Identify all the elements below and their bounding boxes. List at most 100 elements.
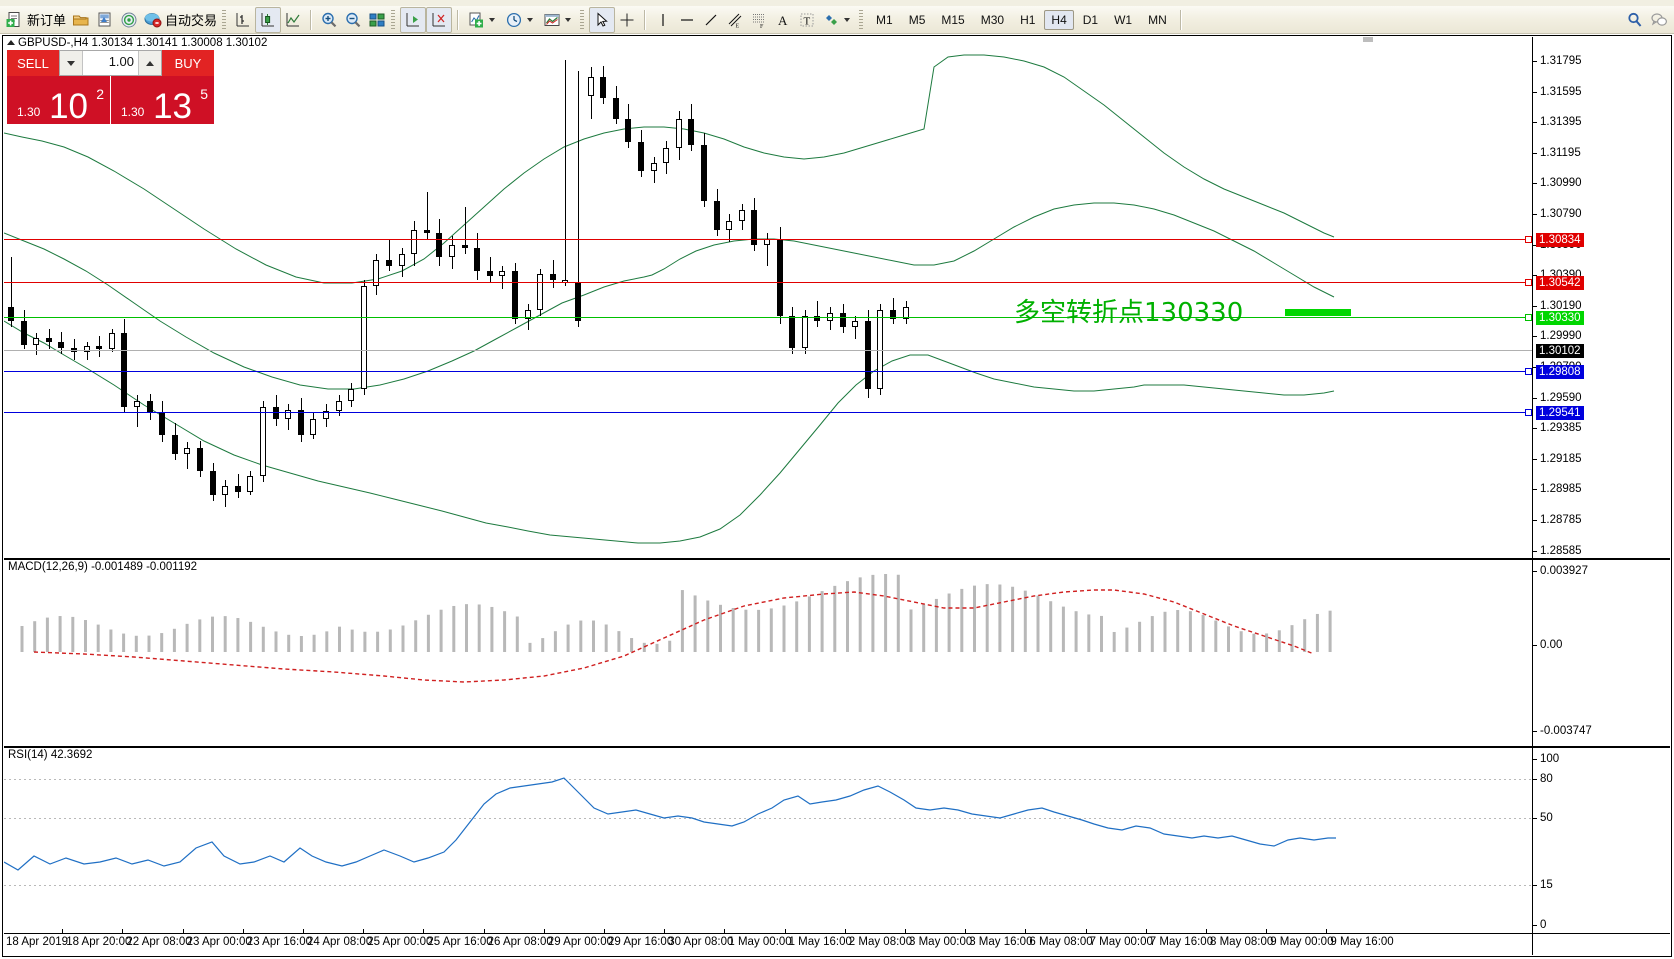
period-dropdown-arrow[interactable]: [527, 17, 534, 22]
zoom-out-button[interactable]: [341, 8, 365, 32]
level-line-support-2[interactable]: [4, 412, 1532, 413]
candlestick-chart-button[interactable]: [255, 6, 282, 33]
candle-body: [222, 486, 229, 495]
time-tick-mark: [844, 929, 846, 933]
fibonacci-icon: F: [750, 11, 768, 30]
level-line-resistance-2[interactable]: [4, 282, 1532, 283]
chart-shift-button[interactable]: [400, 6, 427, 33]
timeframe-m5[interactable]: M5: [908, 12, 926, 27]
timeframe-mn[interactable]: MN: [1148, 12, 1167, 27]
time-tick-mark: [182, 929, 184, 933]
price-tick-mark: [1533, 152, 1537, 154]
profiles-button[interactable]: [69, 8, 93, 32]
volume-dropdown-icon[interactable]: [60, 51, 83, 75]
candle-body: [776, 239, 783, 316]
timeframe-w1[interactable]: W1: [1114, 12, 1133, 27]
autotrade-button[interactable]: 自动交易: [141, 8, 220, 32]
level-line-support-1[interactable]: [4, 371, 1532, 372]
price-tag-resistance-1: 1.30834: [1536, 233, 1584, 247]
volume-increment-icon[interactable]: [138, 51, 161, 75]
auto-scroll-button[interactable]: [426, 6, 453, 33]
candle-body: [373, 259, 380, 287]
candle-body: [675, 118, 682, 148]
collapse-icon[interactable]: [7, 40, 15, 45]
zoom-in-icon: [320, 11, 338, 29]
one-click-trading-panel[interactable]: SELL 1.00 BUY 1.30 10 2: [7, 50, 214, 124]
macd-tick-mark: [1533, 645, 1537, 646]
candle-body: [864, 321, 871, 390]
indicators-button[interactable]: [464, 8, 502, 32]
sell-button[interactable]: SELL: [7, 50, 59, 76]
chat-icon: [1650, 11, 1668, 29]
tile-windows-button[interactable]: [365, 8, 389, 32]
search-button[interactable]: [1623, 8, 1647, 32]
fibonacci-button[interactable]: F: [747, 8, 771, 32]
equidistant-channel-button[interactable]: E: [723, 8, 747, 32]
level-anchor-resistance-1[interactable]: [1525, 236, 1532, 243]
chart-annotation[interactable]: 多空转折点130330: [1014, 298, 1244, 328]
chart-plot-area[interactable]: 多空转折点130330 1.31795 1.31595 1.31395 1.31195…: [4, 37, 1670, 955]
cursor-button[interactable]: [589, 6, 616, 33]
volume-stepper[interactable]: 1.00: [59, 50, 162, 76]
toolbar-grip-3[interactable]: [580, 9, 585, 30]
autotrade-label: 自动交易: [165, 13, 218, 28]
volume-input[interactable]: 1.00: [108, 54, 134, 69]
toolbar-grip-4[interactable]: [859, 9, 864, 30]
price-tick-mark: [1533, 367, 1537, 368]
period-button[interactable]: [502, 8, 540, 32]
price-tick-label: 1.31595: [1540, 85, 1582, 98]
shapes-dropdown-arrow[interactable]: [844, 17, 851, 22]
signals-button[interactable]: [117, 8, 141, 32]
buy-price-display[interactable]: 1.30 13 5: [111, 76, 214, 124]
main-toolbar: 新订单: [0, 6, 1674, 34]
templates-dropdown-arrow[interactable]: [565, 17, 572, 22]
timeframe-h1[interactable]: H1: [1020, 12, 1036, 27]
timeframe-h4[interactable]: H4: [1044, 9, 1074, 30]
candle-body: [108, 333, 115, 350]
chat-button[interactable]: [1647, 8, 1671, 32]
crosshair-button[interactable]: [615, 8, 639, 32]
candle-body: [524, 309, 531, 319]
vertical-line-button[interactable]: [651, 8, 675, 32]
price-axis-divider: [1532, 37, 1533, 955]
candle-body: [789, 315, 796, 348]
level-anchor-pivot[interactable]: [1525, 314, 1532, 321]
level-line-resistance-1[interactable]: [4, 239, 1532, 240]
level-anchor-resistance-2[interactable]: [1525, 279, 1532, 286]
time-tick-label: 23 Apr 00:00: [186, 936, 252, 948]
chart-window[interactable]: GBPUSD-,H4 1.30134 1.30141 1.30008 1.301…: [2, 35, 1672, 957]
timeframe-m15[interactable]: M15: [941, 12, 965, 27]
macd-tick-mark: [1533, 731, 1537, 732]
shapes-button[interactable]: [819, 8, 857, 32]
text-label-button[interactable]: T: [795, 8, 819, 32]
market-watch-button[interactable]: [93, 8, 117, 32]
text-button[interactable]: A: [771, 8, 795, 32]
bar-chart-button[interactable]: [231, 8, 255, 32]
level-anchor-support-2[interactable]: [1525, 409, 1532, 416]
candle-body: [146, 400, 153, 413]
timeframe-d1[interactable]: D1: [1082, 12, 1099, 27]
candle-body: [638, 142, 644, 172]
timeframe-m1[interactable]: M1: [876, 12, 893, 27]
toolbar-separator-1: [310, 9, 313, 30]
line-chart-button[interactable]: [281, 8, 305, 32]
toolbar-grip-2[interactable]: [391, 9, 396, 30]
candle-body: [45, 337, 52, 343]
zoom-in-button[interactable]: [317, 8, 341, 32]
level-line-pivot[interactable]: [4, 317, 1532, 318]
candle-body: [83, 346, 90, 353]
trendline-button[interactable]: [699, 8, 723, 32]
templates-button[interactable]: [540, 8, 578, 32]
sell-price-display[interactable]: 1.30 10 2: [7, 76, 110, 124]
toolbar-grip-1[interactable]: [222, 9, 227, 30]
horizontal-line-button[interactable]: [675, 8, 699, 32]
buy-button[interactable]: BUY: [162, 50, 214, 76]
rsi-tick-mark: [1533, 779, 1537, 780]
auto-scroll-icon: [430, 11, 448, 29]
indicators-dropdown-arrow[interactable]: [489, 17, 496, 22]
timeframe-m30[interactable]: M30: [980, 12, 1005, 27]
new-order-button[interactable]: 新订单: [3, 8, 69, 32]
level-anchor-support-1[interactable]: [1525, 368, 1532, 375]
rsi-pane-separator: [4, 746, 1670, 748]
